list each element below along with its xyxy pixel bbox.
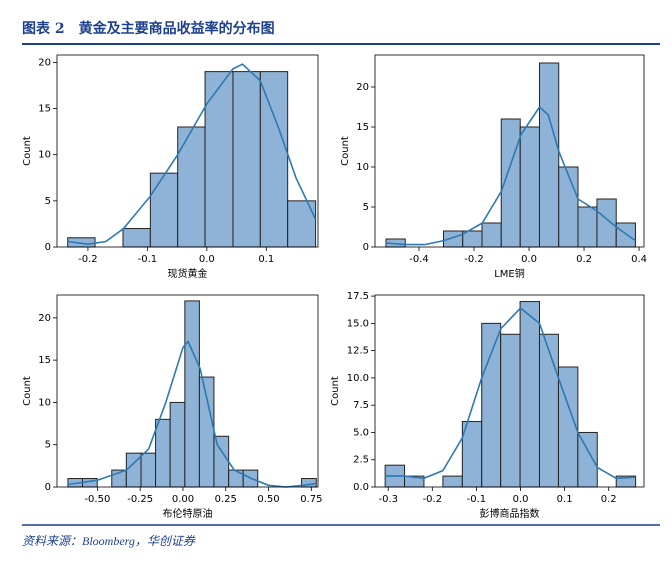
bar — [232, 71, 261, 248]
x-tick-label: -0.1 — [467, 494, 487, 505]
bar — [500, 333, 521, 488]
bar — [577, 206, 598, 248]
y-tick-label: 20 — [356, 82, 369, 93]
page-title: 图表 2 黄金及主要商品收益率的分布图 — [22, 20, 275, 37]
kde-line — [385, 307, 636, 480]
x-axis-label: 现货黄金 — [168, 267, 208, 280]
x-tick-label: -0.2 — [78, 254, 98, 265]
kde-line — [67, 340, 317, 488]
x-tick-label: 0.1 — [557, 494, 573, 505]
x-tick-label: -0.50 — [84, 494, 110, 505]
plot-frame — [56, 294, 319, 488]
x-tick-label: 0.00 — [172, 494, 194, 505]
x-tick-label: 0.2 — [576, 254, 592, 265]
y-tick-label: 0.0 — [353, 482, 369, 493]
bar — [596, 198, 617, 248]
bar — [184, 300, 200, 488]
y-axis-label: Count — [22, 376, 33, 406]
x-tick-label: 0.75 — [300, 494, 322, 505]
y-tick-label: 0 — [45, 242, 51, 253]
y-tick-label: 0 — [45, 482, 51, 493]
x-tick-label: 0.0 — [199, 254, 215, 265]
y-axis-label: Count — [330, 376, 341, 406]
plot-frame — [374, 294, 645, 488]
plot-frame — [56, 54, 319, 248]
x-tick-label: -0.25 — [127, 494, 153, 505]
y-axis-label: Count — [340, 136, 351, 166]
bar — [140, 452, 157, 488]
bar — [519, 126, 540, 248]
bar — [287, 200, 317, 248]
y-tick-label: 15 — [38, 355, 51, 366]
y-tick-label: 15 — [356, 122, 369, 133]
x-tick-label: 0.0 — [521, 254, 537, 265]
x-axis-label: LME铜 — [494, 268, 525, 280]
bar — [577, 431, 598, 488]
y-tick-label: 10 — [38, 150, 51, 161]
x-tick-label: -0.2 — [464, 254, 484, 265]
y-tick-label: 15 — [38, 104, 51, 115]
x-axis-label: 彭博商品指数 — [480, 507, 540, 520]
y-tick-label: 5.0 — [353, 427, 369, 438]
y-tick-label: 20 — [38, 313, 51, 324]
x-tick-label: 0.4 — [631, 254, 647, 265]
bar — [204, 71, 234, 248]
bar — [538, 62, 560, 248]
x-tick-label: 0.0 — [513, 494, 529, 505]
bar — [169, 401, 186, 488]
source: 资料来源：Bloomberg，华创证券 — [22, 534, 196, 548]
y-tick-label: 15.0 — [347, 318, 369, 329]
x-tick-label: -0.3 — [378, 494, 398, 505]
y-tick-label: 2.5 — [353, 455, 369, 466]
y-tick-label: 10 — [38, 397, 51, 408]
bar — [519, 301, 540, 488]
bar — [615, 222, 636, 248]
kde-line — [385, 105, 636, 246]
y-tick-label: 20 — [38, 57, 51, 68]
bar — [442, 475, 463, 488]
y-tick-label: 12.5 — [347, 346, 369, 357]
bar — [122, 228, 151, 248]
x-tick-label: 0.50 — [257, 494, 279, 505]
bar — [558, 166, 579, 248]
y-tick-label: 7.5 — [353, 400, 369, 411]
y-tick-label: 5 — [45, 440, 51, 451]
x-tick-label: -0.4 — [409, 254, 429, 265]
bar — [198, 376, 215, 488]
y-axis-label: Count — [22, 136, 33, 166]
x-tick-label: 0.25 — [215, 494, 237, 505]
x-axis-label: 布伦特原油 — [163, 507, 213, 520]
y-tick-label: 5 — [363, 202, 369, 213]
y-tick-label: 10.0 — [347, 373, 369, 384]
bar — [481, 322, 502, 488]
y-tick-label: 10 — [356, 162, 369, 173]
plot-frame — [374, 54, 645, 248]
bar — [481, 222, 502, 248]
y-tick-label: 5 — [45, 196, 51, 207]
bar — [259, 71, 289, 248]
bar — [149, 172, 179, 248]
x-tick-label: -0.2 — [423, 494, 443, 505]
x-tick-label: -0.1 — [138, 254, 158, 265]
kde-line — [67, 63, 317, 246]
x-tick-label: 0.1 — [258, 254, 274, 265]
bar — [213, 435, 230, 488]
x-tick-label: 0.2 — [601, 494, 617, 505]
bar — [177, 126, 206, 248]
y-tick-label: 0 — [363, 242, 369, 253]
bar — [538, 333, 559, 488]
bar — [155, 418, 171, 488]
y-tick-label: 17.5 — [347, 291, 369, 302]
